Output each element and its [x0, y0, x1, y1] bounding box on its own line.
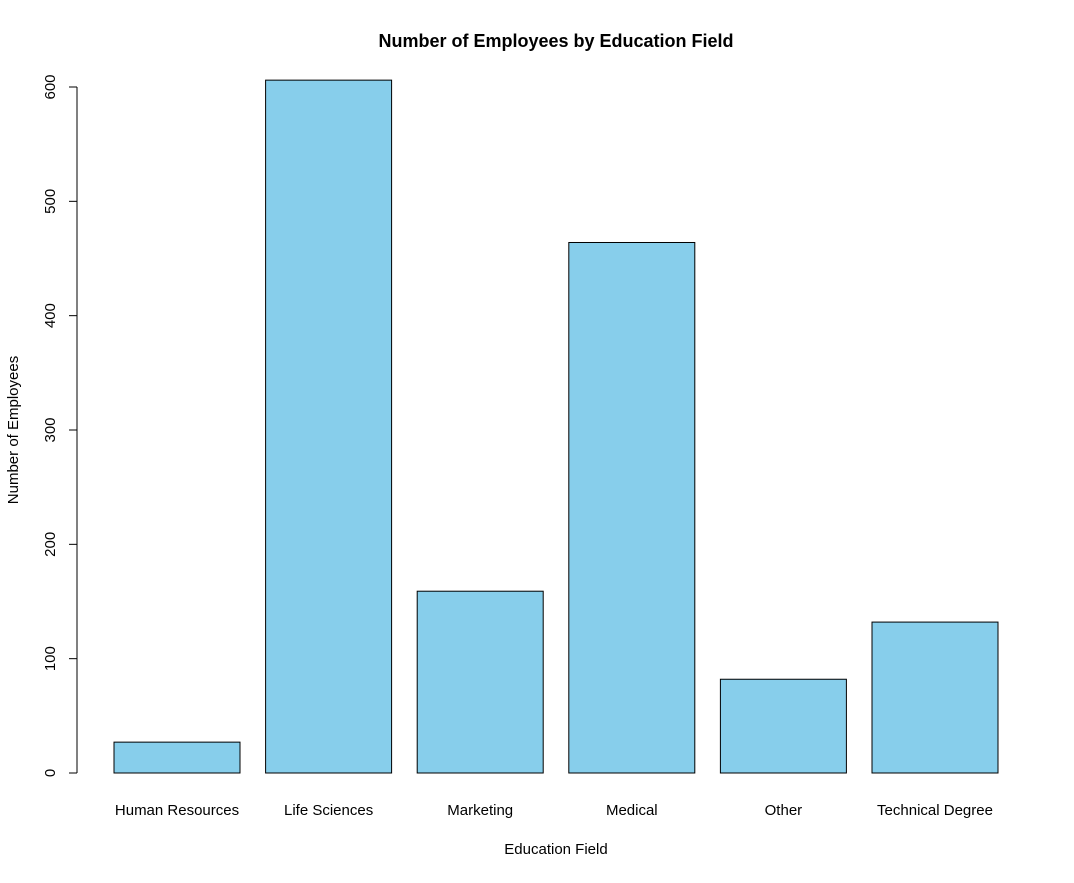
bar — [265, 79, 393, 774]
bar — [568, 241, 696, 774]
x-tick-label: Marketing — [447, 802, 513, 819]
y-tick-label: 600 — [42, 74, 59, 99]
y-axis-title: Number of Employees — [5, 356, 22, 504]
bar — [871, 621, 999, 774]
chart-title: Number of Employees by Education Field — [378, 31, 733, 51]
y-tick-label: 100 — [42, 646, 59, 671]
y-tick-label: 300 — [42, 417, 59, 442]
x-tick-labels: Human Resources Life Sciences Marketing Med… — [115, 802, 993, 819]
x-tick-label: Human Resources — [115, 802, 239, 819]
x-tick-label: Medical — [606, 802, 658, 819]
bar — [719, 678, 847, 774]
y-tick-label: 400 — [42, 303, 59, 328]
x-axis-title: Education Field — [504, 841, 607, 858]
bars-group — [113, 79, 999, 774]
y-tick-label: 500 — [42, 189, 59, 214]
y-tick-label: 0 — [42, 769, 59, 777]
bar — [416, 590, 544, 774]
x-tick-label: Technical Degree — [877, 802, 993, 819]
x-tick-label: Other — [765, 802, 803, 819]
y-tick-label: 200 — [42, 532, 59, 557]
x-tick-label: Life Sciences — [284, 802, 373, 819]
bar — [113, 741, 241, 774]
y-axis: 0 100 200 300 400 500 600 — [42, 74, 78, 777]
